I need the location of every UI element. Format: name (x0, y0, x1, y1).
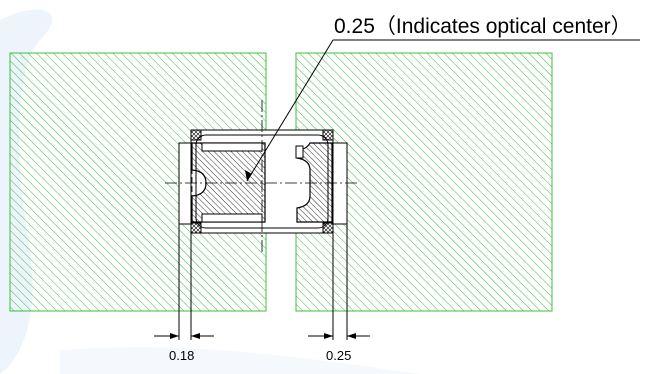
right-small-square (295, 145, 304, 159)
dim-right-arrow-b (347, 333, 356, 339)
watermark-swoosh-bottom (60, 347, 420, 374)
corner-mark-bl (190, 222, 202, 234)
left-electrode-top-strip (201, 142, 263, 152)
corner-mark-br (322, 222, 334, 234)
corner-mark-tr (322, 129, 334, 141)
dim-left-arrow-b (191, 333, 200, 339)
callout-arrowhead (245, 170, 252, 181)
dimension-left-label: 0.18 (169, 348, 194, 363)
corner-mark-tl (190, 129, 202, 141)
dim-left-arrow-a (170, 333, 179, 339)
dimension-right-label: 0.25 (326, 348, 351, 363)
callout-label: 0.25（Indicates optical center） (334, 15, 632, 38)
dim-right-arrow-a (324, 333, 333, 339)
callout-leader (246, 39, 334, 182)
left-electrode-bottom-strip (201, 213, 263, 223)
